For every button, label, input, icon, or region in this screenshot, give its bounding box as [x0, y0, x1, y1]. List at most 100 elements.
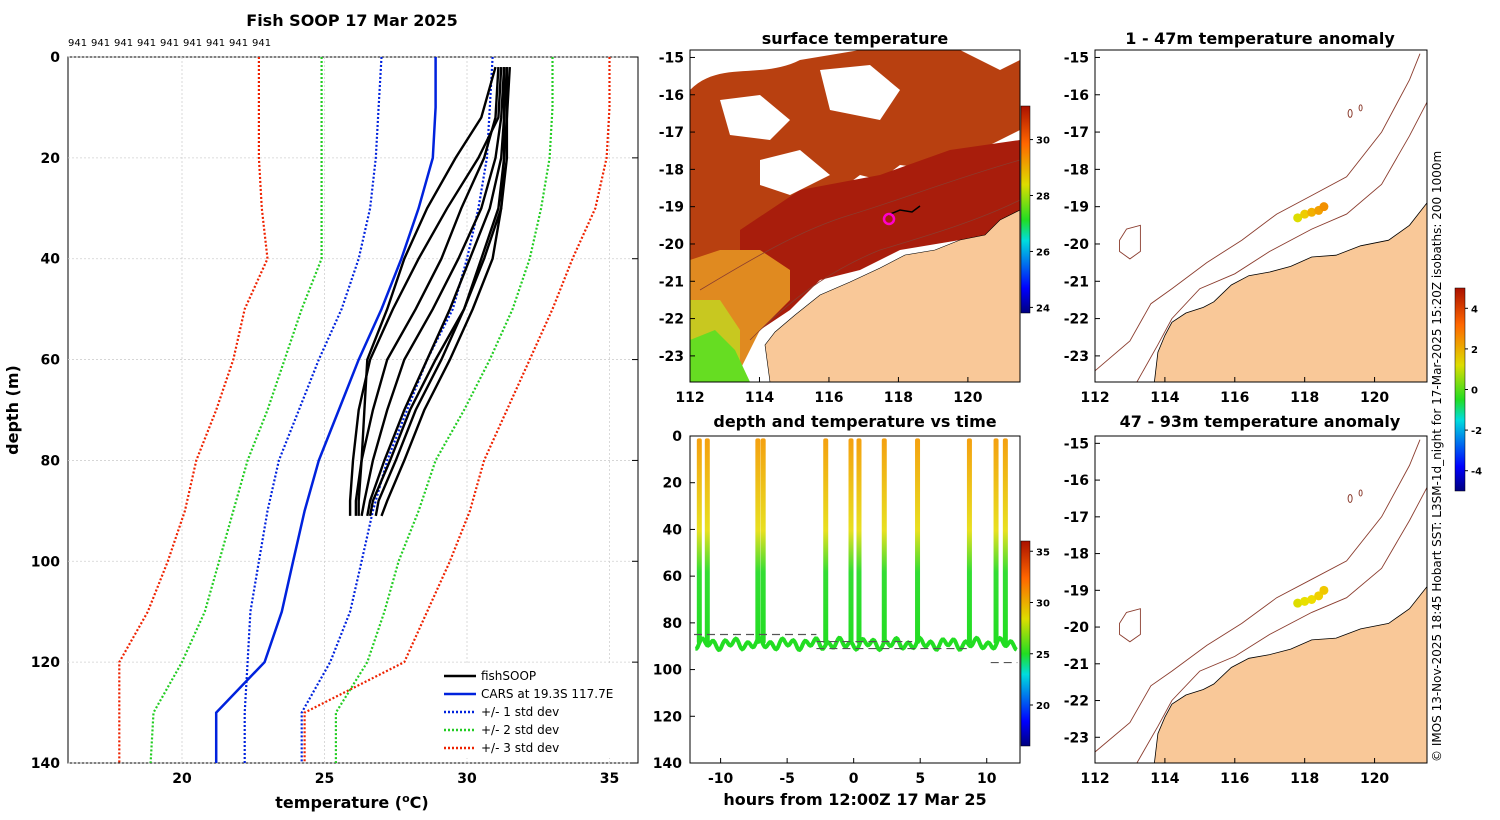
map-xtick-label: 112 [1080, 771, 1109, 787]
map-ytick-label: -20 [1064, 237, 1090, 253]
profile-ytick-label: 60 [41, 353, 61, 369]
anom-map-shoal [1347, 493, 1353, 503]
map-xtick-label: 116 [814, 390, 843, 406]
profile-ytick-label: 120 [31, 655, 60, 671]
profile-id-label: 941 [229, 38, 248, 49]
map-ytick-label: -19 [1064, 200, 1089, 216]
profile-std3-minus [118, 57, 269, 763]
sst-cloud-1 [720, 95, 790, 140]
map-xtick-label: 114 [1150, 390, 1179, 406]
depth-time-colorbar-ticks: 35 30 25 20 [1030, 547, 1050, 712]
profile-ytick-label: 140 [31, 756, 60, 772]
legend-label-cars: CARS at 19.3S 117.7E [481, 687, 613, 701]
profile-xlabel: temperature (oC) [275, 792, 428, 812]
anom-map-track-point [1307, 595, 1317, 604]
map-ytick-label: -15 [1064, 436, 1089, 452]
depth-time-ytick-label: 100 [653, 663, 682, 679]
depth-time-ytick-label: 0 [672, 429, 682, 445]
profile-std2-minus [149, 57, 323, 763]
profile-fishsoop-cast [360, 67, 506, 517]
map-xtick-label: 112 [1080, 390, 1109, 406]
depth-time-cast [704, 438, 710, 644]
depth-time-cast [966, 438, 972, 644]
depth-time-cast [696, 438, 702, 644]
colorbar-tick-label: 24 [1036, 303, 1050, 314]
anom-map-isobath [1095, 53, 1421, 372]
anom-colorbar-ticks: 4 2 0 -2 -4 [1465, 304, 1482, 478]
sst-colorbar [1020, 105, 1031, 314]
map-xtick-label: 120 [1360, 771, 1389, 787]
map-ytick-label: -16 [659, 88, 684, 104]
map-ytick-label: -19 [1064, 583, 1089, 599]
colorbar-tick-label: 20 [1036, 701, 1050, 712]
map-ytick-label: -22 [1064, 312, 1089, 328]
sst-colorbar-ticks: 30 28 26 24 [1030, 136, 1050, 314]
depth-time-xlabel: hours from 12:00Z 17 Mar 25 [723, 790, 986, 809]
anom-map-isobath [1095, 439, 1421, 753]
map-ytick-label: -23 [1064, 730, 1089, 746]
depth-time-ytick-label: 60 [663, 569, 683, 585]
profile-lines [118, 57, 611, 763]
anom-shallow-map [1095, 50, 1427, 382]
sst-track [887, 205, 921, 216]
map-xtick-label: 120 [1360, 390, 1389, 406]
anom-shallow-panel: 1 - 47m temperature anomaly 112 114 116 118… [1064, 29, 1428, 406]
colorbar-tick-label: 35 [1036, 547, 1050, 558]
profile-std3-plus [303, 57, 611, 763]
depth-time-background [690, 436, 1020, 763]
map-ytick-label: -18 [659, 162, 684, 178]
anom-map-track-point [1293, 598, 1303, 608]
profile-fishsoop-cast [348, 67, 503, 516]
colorbar-tick-label: 26 [1036, 247, 1050, 258]
anom-shallow-frame [1094, 49, 1428, 383]
depth-time-cast [1002, 438, 1008, 644]
profile-id-labels: 941 941 941 941 941 941 941 941 941 [68, 38, 271, 49]
profile-xtick-label: 30 [457, 771, 477, 787]
depth-time-frame [689, 435, 1021, 764]
colorbar-tick-label: 30 [1036, 136, 1050, 147]
sst-green-patch [690, 330, 750, 382]
depth-time-xtick-label: 0 [849, 771, 859, 787]
profile-id-label: 941 [114, 38, 133, 49]
depth-time-ytick-label: 40 [663, 522, 683, 538]
profile-ytick-label: 0 [50, 50, 60, 66]
anom-map-shoal [1358, 104, 1363, 112]
sst-isobath-1000 [699, 159, 1020, 291]
sst-map-ticks: 112 114 116 118 120 -15 -16 -17 -18 -19 -20 -21 -22 -… [659, 50, 983, 406]
depth-time-title: depth and temperature vs time [713, 412, 996, 431]
map-xtick-label: 114 [745, 390, 774, 406]
depth-time-cast [823, 438, 829, 644]
depth-time-xtick-label: 5 [915, 771, 925, 787]
anom-deep-title: 47 - 93m temperature anomaly [1120, 412, 1401, 431]
colorbar-tick-label: 4 [1471, 304, 1478, 315]
map-ytick-label: -17 [1064, 125, 1089, 141]
depth-time-cast [856, 438, 862, 644]
map-ytick-label: -20 [1064, 620, 1090, 636]
colorbar-tick-label: 0 [1471, 386, 1478, 397]
sst-map-title: surface temperature [762, 29, 949, 48]
anom-map-land [1153, 202, 1427, 382]
map-ytick-label: -16 [1064, 473, 1089, 489]
map-ytick-label: -20 [659, 237, 685, 253]
map-ytick-label: -23 [1064, 349, 1089, 365]
depth-time-ytick-label: 120 [653, 709, 682, 725]
anom-map-isobath [1136, 101, 1427, 382]
anom-map-shoal [1347, 108, 1353, 118]
depth-time-xtick-label: -5 [779, 771, 795, 787]
profile-legend: fishSOOP CARS at 19.3S 117.7E +/- 1 std … [437, 664, 633, 758]
map-ytick-label: -15 [659, 50, 684, 66]
sst-cloud-3 [760, 150, 830, 195]
depth-time-cast [915, 438, 921, 644]
depth-time-colorbar [1020, 540, 1031, 747]
anom-shallow-ticks: 112 114 116 118 120 -15 -16 -17 -18 -19 -20 -21 -22 -… [1064, 50, 1390, 406]
profile-ytick-label: 100 [31, 554, 60, 570]
profile-id-label: 941 [206, 38, 225, 49]
profile-ytick-label: 80 [41, 453, 61, 469]
sst-position-marker [882, 212, 896, 226]
anom-map-isobath [1136, 487, 1427, 763]
sst-land [764, 209, 1020, 382]
profile-id-label: 941 [91, 38, 110, 49]
profile-ylabel: depth (m) [3, 365, 22, 455]
map-ytick-label: -19 [659, 200, 684, 216]
